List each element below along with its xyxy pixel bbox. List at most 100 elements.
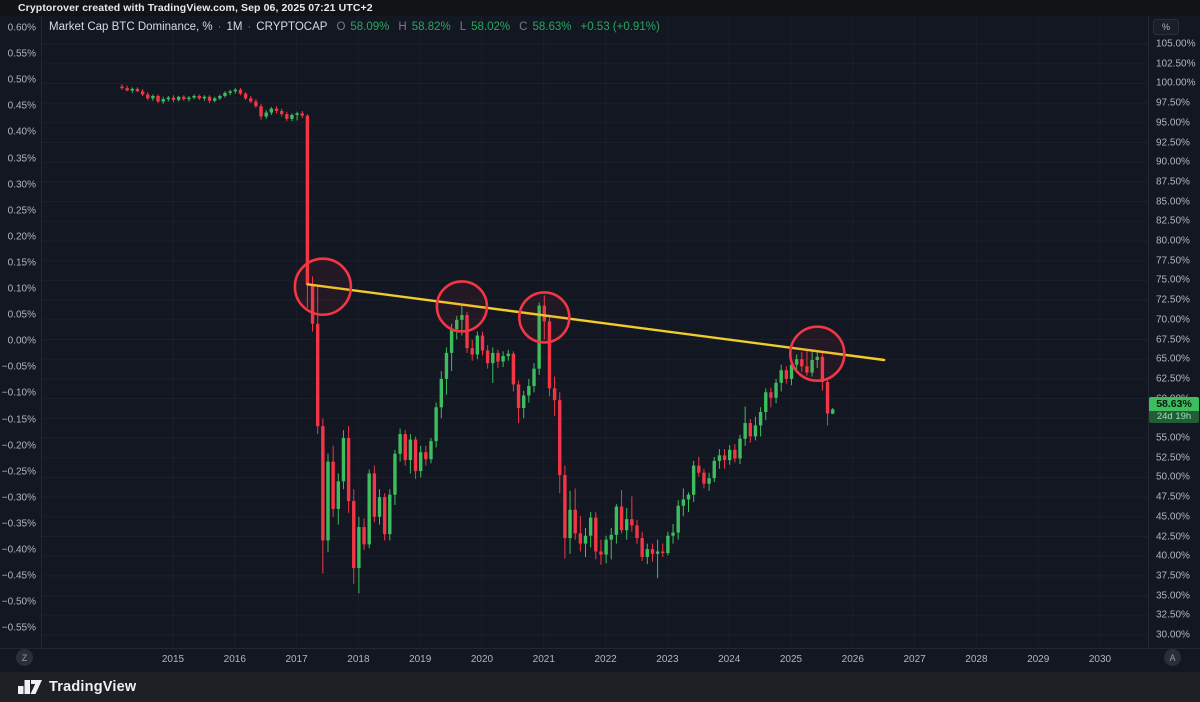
year-tick-label: 2027 (903, 654, 926, 665)
indicator-tick-label: −0.20% (1, 440, 36, 452)
candle-body (336, 481, 340, 509)
candle-body (228, 91, 232, 93)
year-tick-label: 2023 (656, 654, 679, 665)
circle-annotation[interactable] (293, 257, 353, 317)
candle-body (326, 461, 330, 541)
candle-body (825, 382, 830, 414)
candle-body (594, 517, 598, 552)
candle-body (774, 382, 778, 398)
candle-body (650, 549, 655, 554)
candle-body (171, 97, 176, 100)
price-tick-label: 75.00% (1156, 274, 1190, 286)
candle-body (331, 461, 335, 509)
candle-body (753, 425, 758, 437)
candle-body (728, 449, 732, 461)
indicator-tick-label: 0.05% (7, 309, 36, 321)
circle-annotation[interactable] (435, 280, 489, 333)
candle-body (661, 551, 665, 554)
open-label: O (336, 21, 346, 33)
indicator-tick-label: −0.10% (1, 387, 36, 399)
candle-body (393, 453, 397, 495)
circle-annotation[interactable] (517, 291, 571, 344)
time-scale[interactable]: 2015 2016 2017 2018 2019 2020 2021 2022 2023 2024… (0, 648, 1200, 673)
candle-body (506, 353, 510, 357)
candlestick-chart-canvas[interactable] (0, 0, 1200, 648)
candle-body (681, 499, 686, 506)
price-tick-label: 87.50% (1156, 176, 1190, 188)
close-label: C (519, 21, 528, 33)
left-scale-z-button[interactable]: Z (16, 649, 33, 666)
candle-body (269, 108, 274, 113)
year-tick-label: 2016 (223, 654, 246, 665)
candle-body (537, 305, 541, 369)
candle-body (666, 535, 670, 554)
candle-body (712, 460, 716, 479)
candle-body (182, 96, 186, 100)
candle-body (640, 538, 644, 557)
candle-body (764, 392, 768, 412)
attribution-strip: Cryptorover created with TradingView.com… (0, 0, 1200, 16)
candle-body (259, 106, 263, 117)
right-price-scale[interactable]: 105.00% 102.50% 100.00% 97.50% 95.00% 92.50% 9… (1148, 16, 1200, 648)
candle-body (357, 527, 361, 569)
price-tick-label: 72.50% (1156, 294, 1190, 306)
symbol-title[interactable]: Market Cap BTC Dominance, % (49, 21, 213, 33)
circle-annotation[interactable] (788, 325, 846, 383)
legend-separator: · (247, 21, 252, 33)
candle-body (449, 329, 454, 353)
symbol-legend[interactable]: Market Cap BTC Dominance, % · 1M · CRYPT… (49, 21, 660, 33)
price-tick-label: 82.50% (1156, 215, 1190, 227)
candle-body (733, 449, 737, 459)
candle-body (625, 519, 629, 531)
price-tick-label: 32.50% (1156, 609, 1190, 621)
candle-body (372, 473, 377, 517)
tradingview-logo-icon (18, 680, 42, 694)
candle-body (398, 434, 402, 454)
candle-body (305, 115, 310, 285)
last-price-value: 58.63% (1149, 397, 1199, 412)
price-tick-label: 37.50% (1156, 570, 1190, 582)
candle-body (120, 86, 124, 89)
candle-body (130, 88, 134, 91)
candle-body (794, 359, 799, 365)
candle-body (125, 88, 129, 91)
candle-body (784, 370, 789, 379)
left-price-scale[interactable]: 0.60% 0.55% 0.50% 0.45% 0.40% 0.35% 0.30% 0.25%… (0, 16, 42, 648)
candle-body (424, 452, 428, 460)
candle-body (362, 527, 366, 545)
price-tick-label: 67.50% (1156, 334, 1190, 345)
price-tick-label: 40.00% (1156, 550, 1190, 562)
auto-scale-button[interactable]: A (1164, 649, 1181, 666)
candle-body (274, 108, 279, 111)
year-tick-label: 2030 (1088, 654, 1112, 665)
candle-body (558, 400, 562, 476)
price-tick-label: 102.50% (1156, 58, 1196, 70)
candle-body (187, 97, 191, 100)
candle-body (547, 321, 552, 389)
candle-body (243, 93, 248, 99)
candle-body (516, 384, 521, 409)
price-tick-label: 50.00% (1156, 471, 1190, 483)
candle-body (496, 352, 500, 362)
candle-body (434, 407, 438, 442)
candle-body (135, 88, 140, 92)
candle-body (176, 96, 181, 100)
year-tick-label: 2024 (718, 654, 741, 665)
price-tick-label: 65.00% (1156, 353, 1190, 365)
candle-body (352, 501, 356, 569)
indicator-tick-label: −0.15% (1, 414, 36, 425)
percent-scale-mode-button[interactable]: % (1153, 19, 1179, 35)
candle-body (738, 438, 742, 459)
candle-body (285, 114, 289, 119)
trendline-drawing[interactable] (306, 283, 886, 362)
candle-body (789, 364, 794, 379)
price-tick-label: 30.00% (1156, 629, 1190, 641)
candle-body (290, 114, 294, 119)
candle-body (166, 97, 171, 100)
price-tick-label: 95.00% (1156, 117, 1190, 129)
price-tick-label: 97.50% (1156, 97, 1190, 109)
candle-body (532, 368, 536, 386)
candle-body (552, 388, 557, 401)
candle-body (156, 96, 160, 102)
